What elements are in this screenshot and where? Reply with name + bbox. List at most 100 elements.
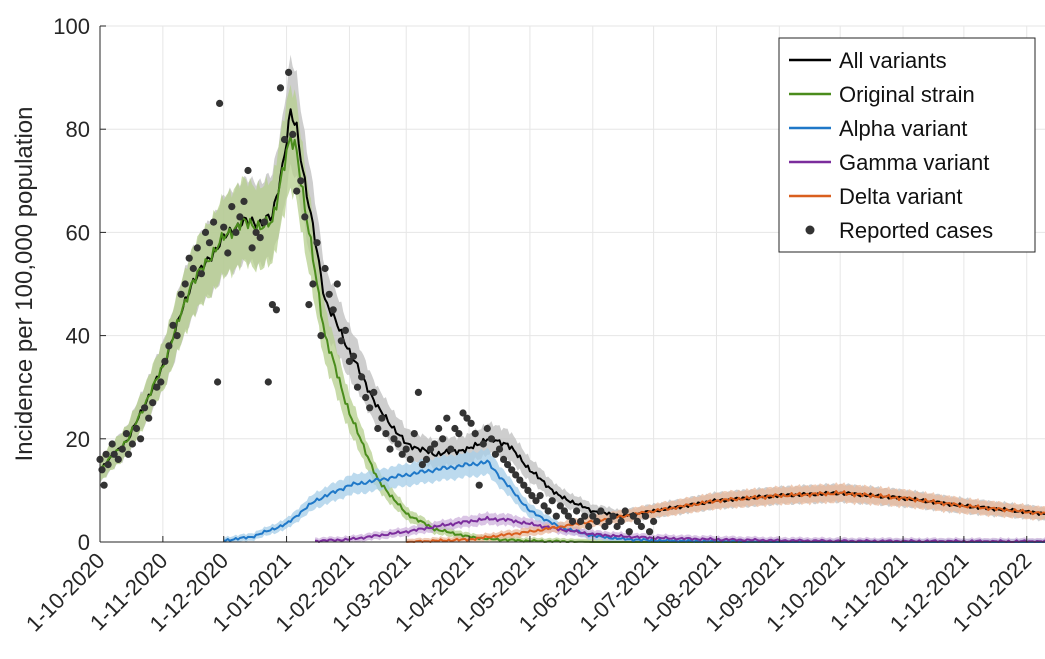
reported-case-point (317, 332, 325, 340)
reported-case-point (309, 280, 317, 288)
reported-case-point (410, 430, 418, 438)
reported-case-point (398, 450, 406, 458)
reported-case-point (650, 517, 658, 526)
reported-case-point (467, 419, 475, 427)
reported-case-point (285, 68, 293, 76)
reported-case-point (244, 166, 252, 175)
reported-case-point (520, 481, 528, 489)
reported-case-point (173, 332, 181, 340)
reported-case-point (264, 378, 272, 386)
reported-case-point (349, 352, 358, 360)
reported-case-point (621, 507, 629, 515)
reported-case-point (220, 223, 228, 231)
reported-case-point (293, 187, 301, 195)
reported-case-point (524, 486, 532, 494)
reported-case-point (386, 445, 394, 453)
reported-case-point (185, 254, 193, 262)
reported-case-point (495, 445, 504, 453)
reported-case-point (157, 378, 165, 386)
reported-case-point (435, 424, 443, 433)
reported-case-point (625, 528, 633, 536)
reported-case-point (637, 522, 646, 531)
reported-case-point (544, 507, 552, 515)
reported-case-point (609, 512, 617, 520)
reported-case-point (475, 481, 483, 489)
reported-case-point (272, 306, 280, 314)
reported-case-point (532, 497, 540, 505)
reported-case-point (390, 435, 398, 443)
reported-case-point (197, 270, 205, 278)
reported-case-point (504, 461, 512, 469)
reported-case-point (189, 264, 197, 273)
reported-case-point (491, 450, 499, 458)
reported-case-point (394, 440, 402, 448)
reported-case-point (471, 430, 479, 438)
reported-case-point (181, 280, 189, 288)
reported-case-point (214, 378, 222, 386)
reported-case-point (104, 461, 112, 469)
reported-case-point (137, 435, 145, 443)
reported-case-point (118, 445, 126, 453)
reported-case-point (605, 517, 613, 526)
reported-case-point (601, 522, 609, 531)
legend-swatch (805, 225, 815, 235)
reported-case-point (431, 440, 439, 448)
reported-case-point (305, 301, 313, 309)
reported-case-point (463, 414, 471, 422)
reported-case-point (512, 471, 520, 479)
series-line (406, 490, 1045, 543)
reported-case-point (362, 393, 370, 402)
reported-case-point (341, 326, 349, 334)
y-tick-labels: 0 20 40 60 80 100 (53, 14, 90, 555)
reported-case-point (414, 388, 422, 396)
reported-case-point (418, 461, 426, 469)
reported-case-point (516, 476, 524, 484)
reported-case-point (149, 399, 157, 407)
reported-case-point (581, 512, 589, 520)
reported-case-point (353, 383, 362, 391)
y-tick-label: 80 (66, 117, 90, 142)
reported-case-point (201, 228, 210, 236)
reported-case-point (177, 290, 185, 298)
reported-case-point (297, 177, 305, 185)
y-tick-label: 40 (66, 324, 90, 349)
reported-case-point (224, 249, 232, 257)
reported-case-point (193, 244, 201, 252)
reported-case-point (406, 455, 414, 463)
reported-case-point (141, 404, 149, 412)
reported-case-point (268, 301, 276, 309)
reported-case-point (536, 492, 544, 500)
reported-case-point (593, 517, 601, 526)
reported-case-point (337, 337, 345, 345)
reported-case-point (276, 84, 285, 92)
confidence-band (223, 447, 1045, 542)
x-tick-labels: 1-10-20201-11-20201-12-20201-01-20211-02… (21, 548, 1036, 637)
reported-case-point (252, 228, 260, 236)
reported-case-point (426, 445, 435, 453)
reported-case-point (378, 414, 386, 422)
y-tick-label: 100 (53, 14, 90, 39)
reported-case-point (564, 512, 573, 520)
reported-case-point (646, 528, 654, 536)
reported-case-point (289, 130, 297, 138)
reported-case-point (165, 342, 173, 350)
reported-case-point (577, 517, 585, 526)
y-tick-label: 60 (66, 220, 90, 245)
reported-case-point (145, 414, 153, 422)
reported-case-point (370, 388, 378, 396)
reported-case-point (483, 424, 491, 433)
reported-cases-dots (96, 68, 658, 536)
reported-case-point (585, 522, 593, 531)
reported-case-point (256, 234, 264, 242)
reported-case-point (508, 466, 516, 474)
reported-case-point (240, 197, 248, 205)
reported-case-point (260, 218, 268, 226)
reported-case-point (161, 357, 169, 365)
reported-case-point (455, 430, 463, 438)
reported-case-point (374, 424, 382, 433)
reported-case-point (382, 430, 390, 438)
legend-label: Gamma variant (839, 150, 989, 175)
reported-case-point (439, 435, 447, 443)
reported-case-point (366, 404, 374, 412)
